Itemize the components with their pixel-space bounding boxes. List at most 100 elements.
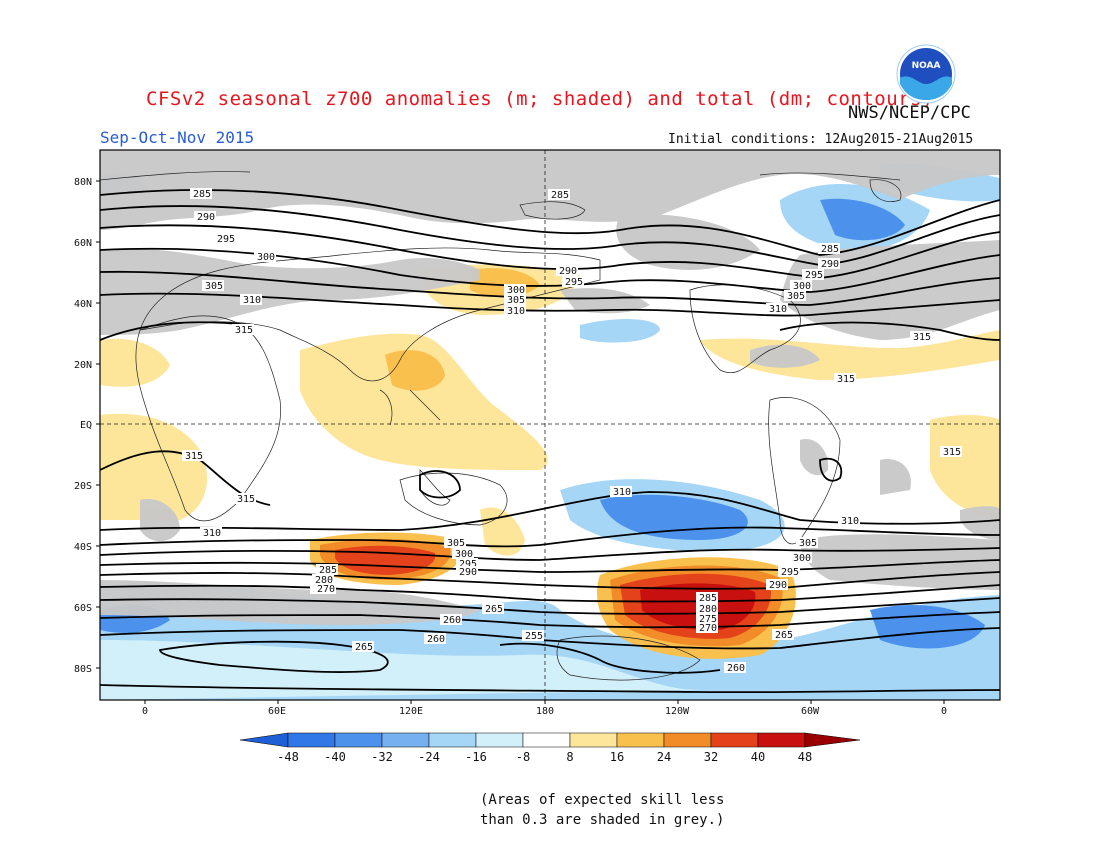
- contour-label: 265: [355, 642, 373, 653]
- lat-tick-label: 40N: [74, 299, 92, 310]
- contour-label: 315: [237, 494, 255, 505]
- contour-label: 260: [727, 663, 745, 674]
- colorbar-swatch: [616, 732, 665, 748]
- lat-tick-label: EQ: [80, 420, 92, 431]
- contour-label: 305: [507, 295, 525, 306]
- page-title: CFSv2 seasonal z700 anomalies (m; shaded…: [146, 88, 934, 110]
- contour-label: 265: [775, 630, 793, 641]
- contour-label: 265: [485, 604, 503, 615]
- lon-tick-label: 0: [941, 706, 947, 717]
- contour-label: 315: [943, 447, 961, 458]
- colorbar-label: -48: [277, 750, 299, 764]
- contour-label: 295: [459, 559, 477, 570]
- contour-label: 300: [507, 285, 525, 296]
- contour-label: 310: [769, 304, 787, 315]
- longitude-axis: [144, 700, 945, 704]
- lat-tick-label: 40S: [74, 542, 92, 553]
- colorbar-swatch: [522, 732, 571, 748]
- contour-label: 315: [235, 325, 253, 336]
- contour-label: 310: [243, 295, 261, 306]
- lat-tick-label: 20S: [74, 481, 92, 492]
- noaa-logo: NOAA: [896, 44, 956, 104]
- contour-label: 300: [793, 281, 811, 292]
- contour-label-group: 285 290 295 300 305 310 315 285 290 295 …: [182, 188, 962, 674]
- map-frame: [99, 149, 1001, 701]
- contour-label: 315: [913, 332, 931, 343]
- colorbar-swatch: [757, 732, 806, 748]
- colorbar-label: 24: [657, 750, 671, 764]
- contour-label: 255: [525, 631, 543, 642]
- contour-label: 305: [787, 291, 805, 302]
- colorbar-swatch: [334, 732, 383, 748]
- contour-label: 295: [781, 567, 799, 578]
- contour-label: 290: [559, 266, 577, 277]
- colorbar-arrow-right: [804, 732, 861, 748]
- positive-anomaly-areas: [100, 264, 1000, 556]
- contour-label: 285: [319, 565, 337, 576]
- contour-label: 315: [185, 451, 203, 462]
- contour-label: 305: [799, 538, 817, 549]
- lat-tick-label: 20N: [74, 360, 92, 371]
- contour-label: 285: [821, 244, 839, 255]
- colorbar-label: 32: [704, 750, 718, 764]
- contour-label: 280: [699, 604, 717, 615]
- contour-label: 285: [699, 593, 717, 604]
- colorbar-swatch: [569, 732, 618, 748]
- colorbar-swatch: [428, 732, 477, 748]
- colorbar-label: -8: [516, 750, 530, 764]
- season-label: Sep-Oct-Nov 2015: [100, 128, 255, 147]
- lat-tick-label: 60S: [74, 603, 92, 614]
- colorbar-arrow-left: [239, 732, 289, 748]
- colorbar-label: -40: [324, 750, 346, 764]
- contour-label: 305: [447, 538, 465, 549]
- contour-label: 300: [793, 553, 811, 564]
- contour-label: 275: [699, 614, 717, 625]
- contour-label: 290: [197, 212, 215, 223]
- skill-note: (Areas of expected skill less than 0.3 a…: [480, 792, 725, 828]
- colorbar-swatch: [287, 732, 336, 748]
- lon-tick-label: 180: [536, 706, 554, 717]
- contour-label: 290: [459, 567, 477, 578]
- colorbar-label: 48: [798, 750, 812, 764]
- equator-line: [100, 150, 1000, 700]
- colorbar-label: 40: [751, 750, 765, 764]
- colorbar-swatch: [710, 732, 759, 748]
- contour-label: 270: [317, 584, 335, 595]
- contour-label: 310: [613, 487, 631, 498]
- contour-label: 310: [841, 516, 859, 527]
- contour-label: 285: [193, 189, 211, 200]
- contour-label: 295: [217, 234, 235, 245]
- initial-conditions: Initial conditions: 12Aug2015-21Aug2015: [668, 132, 974, 147]
- contour-label: 260: [427, 634, 445, 645]
- colorbar-label: -16: [465, 750, 487, 764]
- colorbar-swatch: [475, 732, 524, 748]
- contour-label: 305: [205, 281, 223, 292]
- lon-tick-label: 60W: [801, 706, 820, 717]
- contour-label: 290: [769, 580, 787, 591]
- lat-tick-label: 80N: [74, 177, 92, 188]
- height-contours: [100, 189, 1000, 694]
- colorbar-swatch: [381, 732, 430, 748]
- contour-label: 315: [837, 374, 855, 385]
- lon-tick-label: 0: [142, 706, 148, 717]
- contour-label: 285: [551, 190, 569, 201]
- contour-label: 310: [507, 306, 525, 317]
- lat-tick-label: 80S: [74, 664, 92, 675]
- colorbar-label: 16: [610, 750, 624, 764]
- lon-tick-label: 120E: [399, 706, 423, 717]
- contour-label: 310: [203, 528, 221, 539]
- colorbar-label: 8: [566, 750, 573, 764]
- contour-label: 300: [455, 549, 473, 560]
- agency-label: NWS/NCEP/CPC: [848, 103, 971, 123]
- colorbar-swatch: [663, 732, 712, 748]
- lon-tick-label: 60E: [268, 706, 286, 717]
- lon-tick-label: 120W: [665, 706, 690, 717]
- contour-label: 295: [805, 270, 823, 281]
- lat-tick-label: 60N: [74, 238, 92, 249]
- contour-label: 280: [315, 575, 333, 586]
- contour-label: 270: [699, 623, 717, 634]
- contour-label: 295: [565, 277, 583, 288]
- contour-label: 260: [443, 615, 461, 626]
- contour-label: 300: [257, 252, 275, 263]
